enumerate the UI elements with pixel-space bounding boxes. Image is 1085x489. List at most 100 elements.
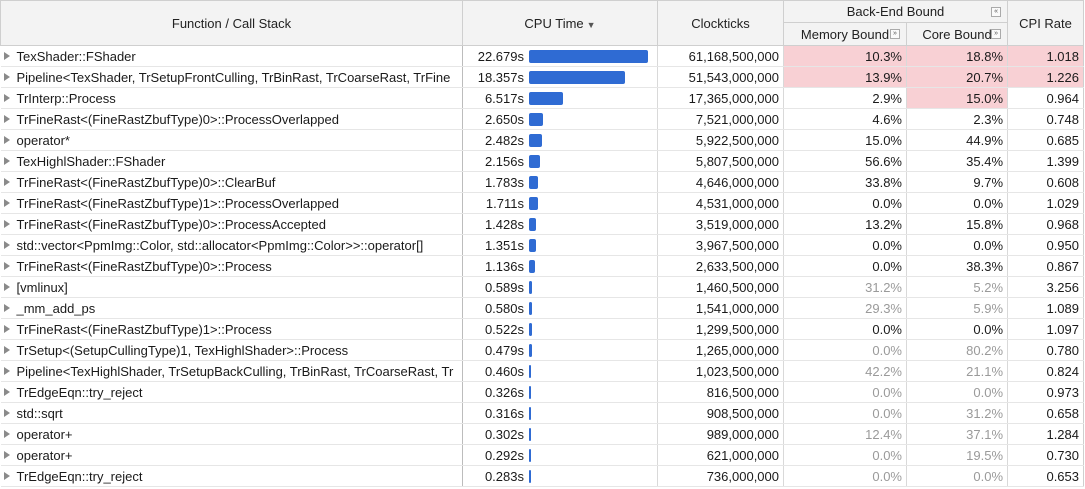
cpi-rate-cell: 1.089 xyxy=(1007,297,1085,319)
function-cell[interactable]: std::vector<PpmImg::Color, std::allocato… xyxy=(0,234,463,256)
expand-arrow-icon[interactable] xyxy=(3,114,10,123)
cpi-rate-cell: 1.399 xyxy=(1007,150,1085,172)
function-cell[interactable]: operator+ xyxy=(0,423,463,445)
grid-body: TexShader::FShader 22.679s 61,168,500,000 1… xyxy=(0,45,1085,487)
table-row[interactable]: TrFineRast<(FineRastZbufType)0>::ClearBu… xyxy=(0,171,1085,193)
table-row[interactable]: operator+ 0.292s 621,000,000 0.0% 19.5% 0.730 xyxy=(0,444,1085,466)
table-row[interactable]: TrInterp::Process 6.517s 17,365,000,000 2.9… xyxy=(0,87,1085,109)
column-group-backend-bound[interactable]: Back-End Bound « xyxy=(782,0,1009,23)
cpi-rate-cell: 0.973 xyxy=(1007,381,1085,403)
clockticks-cell: 3,519,000,000 xyxy=(657,213,784,235)
expand-arrow-icon[interactable] xyxy=(3,303,10,312)
table-row[interactable]: operator* 2.482s 5,922,500,000 15.0% 44.9% 0.… xyxy=(0,129,1085,151)
table-row[interactable]: TrFineRast<(FineRastZbufType)0>::Process… xyxy=(0,108,1085,130)
expand-arrow-icon[interactable] xyxy=(3,198,10,207)
expand-arrow-icon[interactable] xyxy=(3,429,10,438)
function-cell[interactable]: TrEdgeEqn::try_reject xyxy=(0,381,463,403)
column-header-cpi-rate[interactable]: CPI Rate xyxy=(1007,0,1085,46)
table-row[interactable]: std::sqrt 0.316s 908,500,000 0.0% 31.2% 0.658 xyxy=(0,402,1085,424)
cpu-time-value: 18.357s xyxy=(477,69,524,85)
memory-bound-cell: 29.3% xyxy=(783,297,907,319)
expand-arrow-icon[interactable] xyxy=(3,240,10,249)
function-cell[interactable]: TrFineRast<(FineRastZbufType)0>::Process… xyxy=(0,108,463,130)
function-name: TrFineRast<(FineRastZbufType)1>::Process xyxy=(16,322,272,338)
column-header-core-bound[interactable]: Core Bound» xyxy=(905,22,1009,46)
table-row[interactable]: TrFineRast<(FineRastZbufType)1>::Process… xyxy=(0,318,1085,340)
table-row[interactable]: TrFineRast<(FineRastZbufType)0>::Process… xyxy=(0,255,1085,277)
expand-arrow-icon[interactable] xyxy=(3,72,10,81)
column-header-memory-bound[interactable]: Memory Bound» xyxy=(783,22,907,46)
expand-arrow-icon[interactable] xyxy=(3,324,10,333)
clockticks-cell: 1,023,500,000 xyxy=(657,360,784,382)
expand-arrow-icon[interactable] xyxy=(3,156,10,165)
expand-arrow-icon[interactable] xyxy=(3,282,10,291)
clockticks-cell: 1,460,500,000 xyxy=(657,276,784,298)
memory-bound-cell: 4.6% xyxy=(783,108,907,130)
table-row[interactable]: TrSetup<(SetupCullingType)1, TexHighlSha… xyxy=(0,339,1085,361)
function-cell[interactable]: [vmlinux] xyxy=(0,276,463,298)
table-row[interactable]: TrEdgeEqn::try_reject 0.326s 816,500,000 0.… xyxy=(0,381,1085,403)
cpi-rate-cell: 0.608 xyxy=(1007,171,1085,193)
clockticks-cell: 3,967,500,000 xyxy=(657,234,784,256)
column-header-function[interactable]: Function / Call Stack xyxy=(0,0,463,46)
function-cell[interactable]: Pipeline<TexShader, TrSetupFrontCulling,… xyxy=(0,66,463,88)
expand-arrow-icon[interactable] xyxy=(3,135,10,144)
table-row[interactable]: TexShader::FShader 22.679s 61,168,500,000 1… xyxy=(0,45,1085,67)
table-row[interactable]: Pipeline<TexShader, TrSetupFrontCulling,… xyxy=(0,66,1085,88)
cpu-time-bar-track xyxy=(529,259,650,273)
table-row[interactable]: _mm_add_ps 0.580s 1,541,000,000 29.3% 5.9% 1.… xyxy=(0,297,1085,319)
cpu-time-cell: 0.589s xyxy=(462,276,658,298)
column-header-clockticks[interactable]: Clockticks xyxy=(657,0,784,46)
expand-arrow-icon[interactable] xyxy=(3,450,10,459)
clockticks-cell: 17,365,000,000 xyxy=(657,87,784,109)
collapse-group-icon[interactable]: « xyxy=(991,7,1002,17)
cpu-time-value: 2.650s xyxy=(484,111,524,127)
expand-arrow-icon[interactable] xyxy=(3,93,10,102)
function-cell[interactable]: operator+ xyxy=(0,444,463,466)
expand-arrow-icon[interactable] xyxy=(3,219,10,228)
cpu-time-cell: 1.428s xyxy=(462,213,658,235)
expand-arrow-icon[interactable] xyxy=(3,51,10,60)
table-row[interactable]: TrFineRast<(FineRastZbufType)1>::Process… xyxy=(0,192,1085,214)
function-cell[interactable]: TrSetup<(SetupCullingType)1, TexHighlSha… xyxy=(0,339,463,361)
table-row[interactable]: std::vector<PpmImg::Color, std::allocato… xyxy=(0,234,1085,256)
function-cell[interactable]: TrInterp::Process xyxy=(0,87,463,109)
expand-arrow-icon[interactable] xyxy=(3,366,10,375)
expand-column-icon[interactable]: » xyxy=(890,29,900,39)
cpu-time-bar-track xyxy=(529,70,650,84)
clockticks-cell: 816,500,000 xyxy=(657,381,784,403)
function-name: std::vector<PpmImg::Color, std::allocato… xyxy=(16,238,424,254)
expand-arrow-icon[interactable] xyxy=(3,261,10,270)
table-row[interactable]: [vmlinux] 0.589s 1,460,500,000 31.2% 5.2% 3.2… xyxy=(0,276,1085,298)
function-cell[interactable]: TrFineRast<(FineRastZbufType)0>::ClearBu… xyxy=(0,171,463,193)
cpi-rate-cell: 1.018 xyxy=(1007,45,1085,67)
expand-column-icon[interactable]: » xyxy=(991,29,1002,39)
function-cell[interactable]: TexHighlShader::FShader xyxy=(0,150,463,172)
column-header-cpu-time[interactable]: CPU Time ▼ xyxy=(462,0,658,46)
function-name: Pipeline<TexHighlShader, TrSetupBackCull… xyxy=(16,364,454,380)
function-cell[interactable]: TrEdgeEqn::try_reject xyxy=(0,465,463,487)
expand-arrow-icon[interactable] xyxy=(3,345,10,354)
table-row[interactable]: TrEdgeEqn::try_reject 0.283s 736,000,000 0.… xyxy=(0,465,1085,487)
function-cell[interactable]: TexShader::FShader xyxy=(0,45,463,67)
table-row[interactable]: TexHighlShader::FShader 2.156s 5,807,500,0… xyxy=(0,150,1085,172)
function-cell[interactable]: operator* xyxy=(0,129,463,151)
function-cell[interactable]: TrFineRast<(FineRastZbufType)0>::Process xyxy=(0,255,463,277)
clockticks-cell: 5,922,500,000 xyxy=(657,129,784,151)
expand-arrow-icon[interactable] xyxy=(3,387,10,396)
table-row[interactable]: operator+ 0.302s 989,000,000 12.4% 37.1% 1.28… xyxy=(0,423,1085,445)
function-cell[interactable]: TrFineRast<(FineRastZbufType)1>::Process… xyxy=(0,192,463,214)
table-row[interactable]: Pipeline<TexHighlShader, TrSetupBackCull… xyxy=(0,360,1085,382)
table-row[interactable]: TrFineRast<(FineRastZbufType)0>::Process… xyxy=(0,213,1085,235)
function-cell[interactable]: TrFineRast<(FineRastZbufType)0>::Process… xyxy=(0,213,463,235)
expand-arrow-icon[interactable] xyxy=(3,471,10,480)
function-cell[interactable]: TrFineRast<(FineRastZbufType)1>::Process xyxy=(0,318,463,340)
cpi-rate-cell: 1.029 xyxy=(1007,192,1085,214)
expand-arrow-icon[interactable] xyxy=(3,408,10,417)
core-bound-cell: 15.0% xyxy=(906,87,1009,109)
function-cell[interactable]: Pipeline<TexHighlShader, TrSetupBackCull… xyxy=(0,360,463,382)
function-cell[interactable]: std::sqrt xyxy=(0,402,463,424)
expand-arrow-icon[interactable] xyxy=(3,177,10,186)
clockticks-cell: 1,265,000,000 xyxy=(657,339,784,361)
function-cell[interactable]: _mm_add_ps xyxy=(0,297,463,319)
